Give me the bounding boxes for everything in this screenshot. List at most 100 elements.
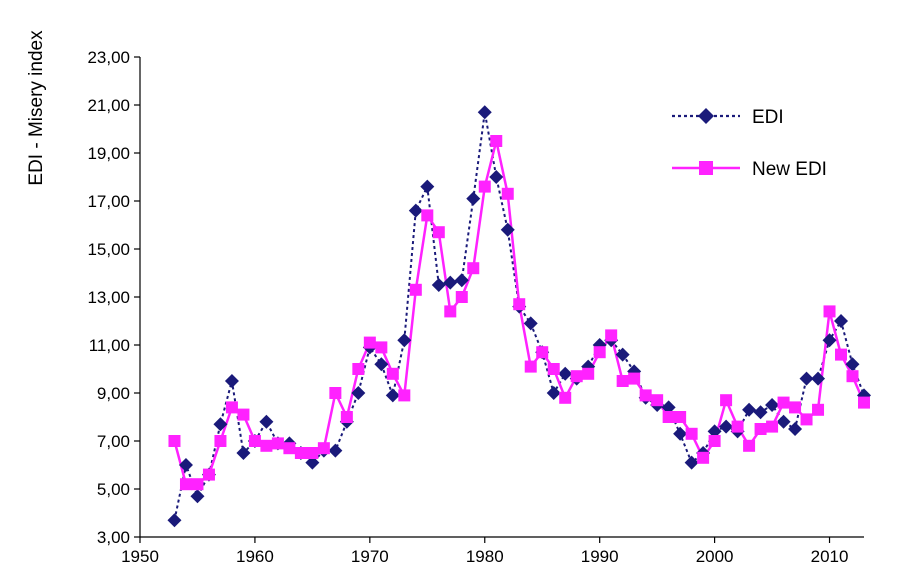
plot-area [167, 105, 871, 528]
data-point-new-edi [421, 209, 434, 222]
data-point-edi [259, 414, 274, 429]
x-tick-label: 1980 [466, 547, 504, 566]
data-point-new-edi [559, 391, 572, 404]
legend: EDI New EDI [672, 107, 827, 180]
data-point-new-edi [340, 411, 353, 423]
data-point-edi [822, 333, 837, 348]
data-point-new-edi [363, 336, 376, 349]
y-tick-label: 13,00 [87, 288, 130, 307]
data-point-new-edi [639, 389, 652, 402]
data-point-new-edi [260, 439, 273, 452]
data-point-new-edi [685, 427, 698, 440]
y-tick-label: 7,00 [97, 432, 130, 451]
data-point-new-edi [777, 396, 790, 409]
data-point-edi [742, 402, 757, 417]
data-point-new-edi [329, 387, 342, 399]
data-point-new-edi [651, 394, 664, 407]
data-point-new-edi [386, 367, 399, 380]
data-point-new-edi [444, 305, 457, 318]
data-point-edi [661, 400, 676, 415]
data-point-edi [351, 386, 366, 400]
data-point-edi [811, 371, 826, 386]
y-tick-label: 9,00 [97, 384, 130, 403]
x-tick-label: 2000 [696, 547, 734, 566]
data-point-new-edi [271, 437, 284, 450]
data-point-new-edi [536, 346, 549, 359]
data-point-new-edi [570, 370, 583, 383]
y-axis-title: EDI - Misery index [26, 30, 47, 186]
data-point-new-edi [237, 408, 250, 421]
data-point-new-edi [191, 478, 204, 491]
data-point-edi [615, 347, 630, 362]
data-point-new-edi [697, 451, 710, 464]
data-point-new-edi [306, 447, 319, 459]
legend-item-edi: EDI [672, 107, 784, 128]
y-tick-label: 3,00 [97, 528, 130, 547]
data-point-new-edi [248, 435, 261, 447]
data-point-new-edi [800, 413, 813, 426]
data-point-new-edi [467, 262, 480, 275]
data-point-new-edi [605, 329, 618, 342]
data-point-new-edi [593, 346, 606, 359]
data-point-new-edi [490, 135, 503, 147]
data-point-edi [408, 203, 423, 218]
data-point-new-edi [225, 401, 238, 414]
legend-label-new-edi: New EDI [752, 159, 827, 180]
x-tick-label: 1950 [121, 547, 159, 566]
y-tick-label: 17,00 [87, 192, 130, 211]
data-point-new-edi [812, 403, 825, 416]
data-point-edi [374, 357, 389, 372]
data-point-edi [546, 386, 561, 400]
data-point-new-edi [455, 291, 468, 303]
data-point-edi [431, 278, 446, 292]
data-point-edi [477, 105, 492, 120]
x-tick-label: 1960 [236, 547, 274, 566]
data-point-new-edi [214, 435, 227, 447]
y-tick-label: 19,00 [87, 144, 130, 163]
data-point-new-edi [409, 283, 422, 296]
data-point-new-edi [283, 442, 296, 455]
y-tick-label: 23,00 [87, 48, 130, 67]
x-tick-label: 2010 [811, 547, 849, 566]
data-point-edi [397, 333, 412, 348]
data-point-new-edi [582, 367, 595, 380]
data-point-edi [765, 398, 780, 412]
data-point-new-edi [674, 411, 687, 423]
data-point-edi [788, 422, 803, 436]
data-point-new-edi [823, 305, 836, 318]
data-point-edi [707, 424, 722, 439]
data-point-edi [558, 366, 573, 381]
data-point-new-edi [708, 435, 721, 447]
legend-item-new-edi: New EDI [672, 159, 827, 180]
data-point-edi [673, 426, 688, 441]
data-point-edi [799, 371, 814, 386]
y-tick-label: 21,00 [87, 96, 130, 115]
x-axis-ticks: 1950 1960 1970 1980 1990 2000 2010 [121, 537, 848, 566]
data-point-new-edi [168, 435, 181, 447]
data-point-new-edi [766, 420, 779, 433]
y-axis-ticks: 3,00 5,00 7,00 9,00 11,00 13,00 15,00 17,00 19,0… [87, 48, 140, 547]
data-point-edi [845, 357, 860, 372]
data-point-edi [178, 458, 193, 472]
data-point-new-edi [547, 363, 560, 375]
data-point-new-edi [524, 360, 537, 373]
legend-marker-new-edi [699, 161, 713, 175]
data-point-edi [776, 414, 791, 429]
data-point-new-edi [352, 363, 365, 375]
data-point-edi [224, 374, 239, 388]
data-point-edi [719, 419, 734, 434]
data-point-edi [466, 191, 481, 206]
data-point-new-edi [754, 423, 767, 435]
y-tick-label: 11,00 [89, 336, 130, 355]
data-point-new-edi [835, 348, 848, 361]
y-tick-label: 5,00 [97, 480, 130, 499]
data-point-new-edi [478, 180, 491, 193]
data-point-edi [385, 388, 400, 403]
data-point-edi [236, 446, 251, 460]
data-point-edi [328, 443, 343, 458]
data-point-new-edi [375, 341, 388, 354]
data-point-edi [834, 314, 849, 328]
x-tick-label: 1990 [581, 547, 619, 566]
data-point-new-edi [789, 401, 802, 414]
data-point-new-edi [628, 372, 641, 385]
